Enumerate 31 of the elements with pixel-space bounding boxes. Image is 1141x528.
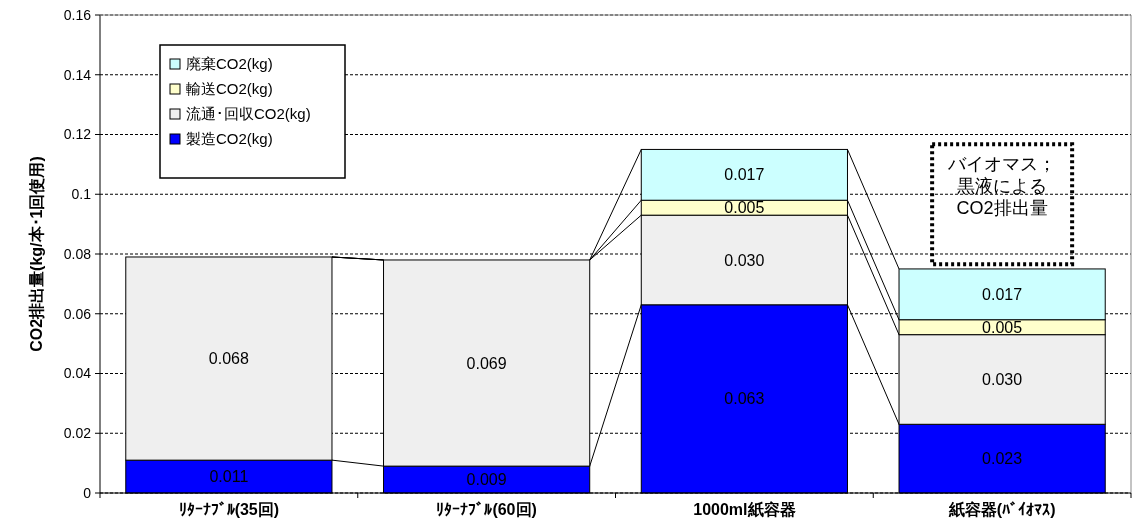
y-axis-title: CO2排出量(kg/本･1回使用) — [28, 156, 45, 352]
data-label: 0.009 — [466, 471, 507, 489]
legend-label: 流通･回収CO2(kg) — [186, 105, 311, 123]
x-tick-label: 1000ml紙容器 — [693, 500, 796, 518]
data-label: 0.063 — [724, 390, 765, 408]
data-label: 0.017 — [724, 166, 765, 184]
legend-label: 製造CO2(kg) — [186, 130, 273, 148]
data-label: 0.005 — [982, 318, 1023, 336]
x-tick-label: ﾘﾀｰﾅﾌﾞﾙ(60回) — [436, 501, 537, 518]
y-tick-label: 0 — [83, 484, 92, 501]
legend-label: 廃棄CO2(kg) — [186, 55, 273, 73]
y-tick-label: 0.14 — [63, 66, 92, 83]
y-tick-label: 0.08 — [63, 245, 92, 262]
annotation: バイオマス；黒液によるCO2排出量 — [947, 154, 1057, 219]
data-label: 0.011 — [209, 468, 249, 486]
y-tick-label: 0.06 — [63, 305, 92, 322]
data-label: 0.030 — [724, 251, 765, 269]
legend-label: 輸送CO2(kg) — [186, 80, 273, 98]
data-label: 0.005 — [724, 199, 765, 217]
data-label: 0.068 — [208, 350, 249, 368]
data-label: 0.023 — [982, 450, 1023, 468]
x-tick-label: ﾘﾀｰﾅﾌﾞﾙ(35回) — [178, 501, 280, 518]
data-label: 0.017 — [982, 285, 1023, 303]
x-tick-label: 紙容器(ﾊﾞｲｵﾏｽ) — [947, 500, 1056, 518]
data-label: 0.030 — [982, 371, 1023, 389]
y-tick-label: 0.1 — [71, 186, 92, 203]
y-tick-label: 0.12 — [63, 126, 92, 143]
y-tick-label: 0.04 — [63, 365, 92, 382]
y-tick-label: 0.02 — [63, 425, 92, 442]
data-label: 0.069 — [466, 354, 507, 372]
y-tick-label: 0.16 — [63, 6, 92, 23]
